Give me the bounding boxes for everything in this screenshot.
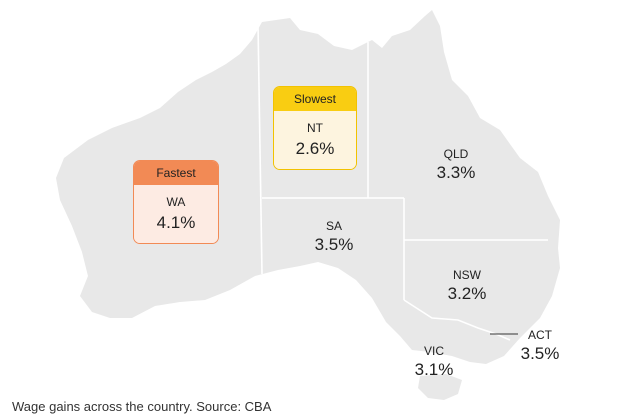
state-name-wa: WA (166, 195, 186, 209)
tasmania-shape (418, 374, 462, 400)
label-vic: VIC 3.1% (402, 344, 466, 380)
callout-body-wa: WA 4.1% (134, 185, 218, 243)
state-value-nt: 2.6% (295, 139, 335, 158)
state-name-qld: QLD (443, 147, 469, 161)
state-value-act: 3.5% (520, 344, 560, 363)
state-name-nt: NT (307, 121, 323, 135)
state-value-vic: 3.1% (414, 360, 454, 379)
state-name-sa: SA (325, 219, 342, 233)
label-qld: QLD 3.3% (424, 147, 488, 183)
label-nsw: NSW 3.2% (435, 268, 499, 304)
state-name-nsw: NSW (453, 268, 481, 282)
state-value-sa: 3.5% (314, 235, 354, 254)
state-value-nsw: 3.2% (447, 284, 487, 303)
mainland-shape (56, 10, 560, 364)
callout-nt-slowest: Slowest NT 2.6% (273, 86, 357, 170)
callout-heading-slowest: Slowest (274, 87, 356, 111)
state-borders (257, 23, 548, 341)
state-value-wa: 4.1% (156, 213, 196, 232)
callout-body-nt: NT 2.6% (274, 111, 356, 169)
callout-wa-fastest: Fastest WA 4.1% (133, 160, 219, 244)
map-caption: Wage gains across the country. Source: C… (12, 399, 272, 414)
state-value-qld: 3.3% (436, 163, 476, 182)
callout-heading-fastest: Fastest (134, 161, 218, 185)
australia-map (56, 10, 560, 400)
state-name-act: ACT (528, 328, 552, 342)
state-name-vic: VIC (423, 344, 444, 358)
label-sa: SA 3.5% (302, 219, 366, 255)
label-act: ACT 3.5% (508, 328, 572, 364)
